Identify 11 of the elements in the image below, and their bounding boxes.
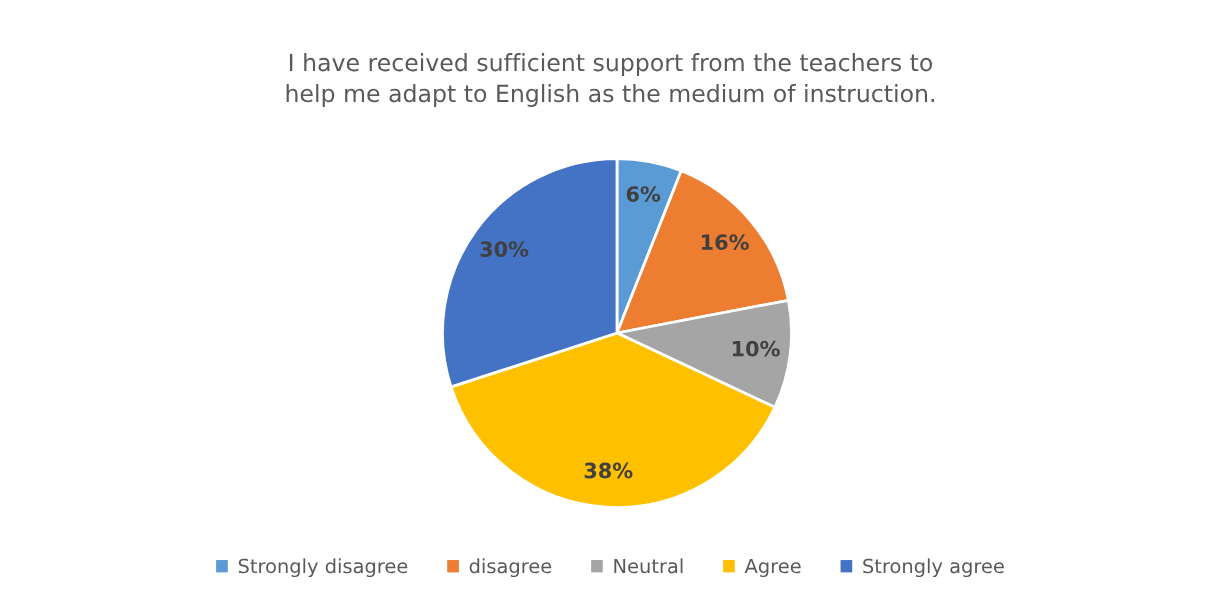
- data-label: 10%: [732, 340, 780, 357]
- chart-title: I have received sufficient support from the teachers to help me adapt to English as the medium of instruction.: [286, 53, 934, 107]
- legend-label: Strongly disagree: [238, 558, 408, 578]
- data-label: 38%: [584, 462, 633, 479]
- legend-label: disagree: [469, 558, 552, 578]
- data-label: 30%: [480, 241, 529, 257]
- data-label: 6%: [626, 186, 661, 202]
- legend-label: Strongly agree: [863, 558, 1004, 578]
- legend-label: Neutral: [614, 558, 683, 574]
- legend-label: Agree: [744, 558, 801, 578]
- data-label: 16%: [701, 234, 749, 251]
